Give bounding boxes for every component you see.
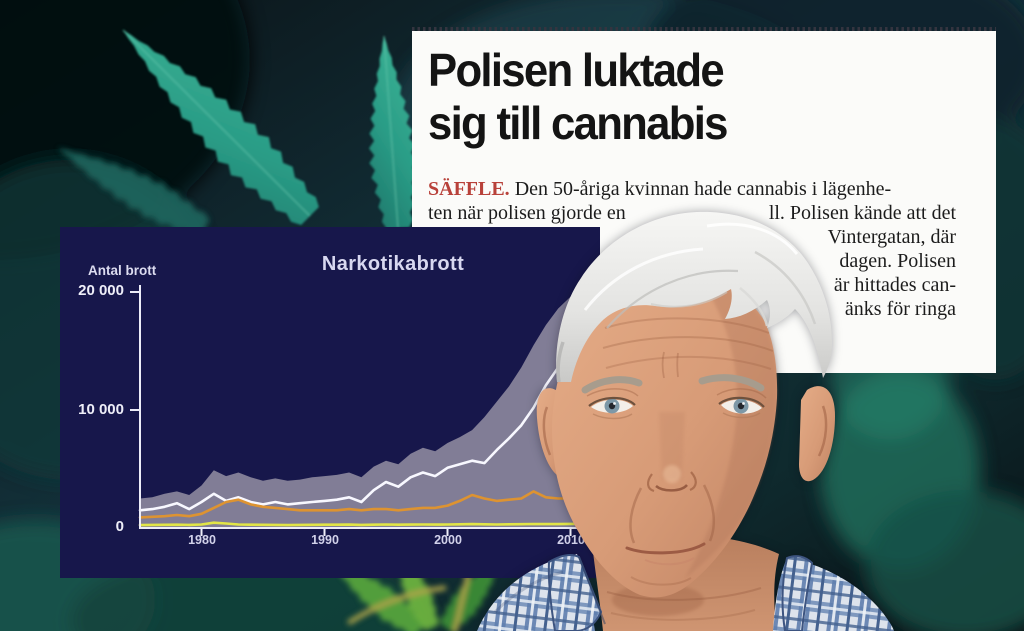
- leaflet: [369, 36, 418, 229]
- perforated-edge: [412, 27, 996, 32]
- article-line: Vintergatan, där: [428, 225, 956, 249]
- cannabis-leaf: [122, 29, 418, 229]
- checkered-shirt: [477, 553, 894, 631]
- article-text-left: Den 50-åriga kvinnan hade cannabis i läg…: [514, 178, 892, 200]
- y-tick-0: 0: [115, 518, 124, 535]
- article-line: dagen. Polisen: [428, 249, 956, 273]
- article-line: ten när polisen gjorde en ll. Polisen kän…: [428, 201, 956, 225]
- article-text-right: är hittades can-: [833, 274, 956, 296]
- headline-line-1: Polisen luktade: [428, 44, 725, 96]
- x-tick-2010: 2010: [557, 533, 585, 547]
- cannabis-leaf-blurred: [58, 148, 210, 237]
- article-text-right: ll. Polisen kände att det: [768, 202, 956, 224]
- article-line: SÄFFLE. Den 50-åriga kvinnan hade cannab…: [428, 177, 956, 201]
- chart-axes: [130, 285, 600, 536]
- chart-line-white: [138, 335, 597, 512]
- article-body: SÄFFLE. Den 50-åriga kvinnan hade cannab…: [428, 177, 956, 321]
- y-axis-label: Antal brott: [88, 263, 157, 278]
- article-text-right: Vintergatan, där: [827, 226, 956, 248]
- dateline: SÄFFLE.: [428, 178, 515, 200]
- headline-line-2: sig till cannabis: [428, 97, 728, 149]
- y-tick-10000: 10 000: [78, 401, 124, 418]
- chart-plot: [130, 284, 600, 536]
- y-tick-20000: 20 000: [78, 282, 124, 299]
- leaflet: [58, 148, 210, 237]
- chart-title: Narkotikabrott: [321, 253, 465, 275]
- article-line: är hittades can-: [428, 273, 956, 297]
- article-text-left: ten när polisen gjorde en: [428, 202, 626, 224]
- leaf-vein: [122, 29, 311, 217]
- x-tick-1980: 1980: [188, 533, 216, 547]
- x-tick-2000: 2000: [434, 533, 462, 547]
- article-line: änks för ringa: [428, 297, 956, 321]
- face: [552, 272, 778, 598]
- article-headline: Polisen luktade sig till cannabis: [428, 44, 728, 150]
- chart-area-total: [140, 284, 596, 528]
- chart-line-yellow: [138, 521, 597, 527]
- chart-line-orange: [138, 490, 597, 519]
- leaf-vein: [383, 35, 399, 229]
- article-text-right: dagen. Polisen: [839, 250, 956, 272]
- man-portrait-photo: [477, 211, 894, 631]
- narkotikabrott-chart-panel: Narkotikabrott Antal brott 20 000 10 000…: [60, 227, 600, 578]
- article-text-right: änks för ringa: [844, 298, 956, 320]
- white-hair: [556, 211, 832, 383]
- x-tick-1990: 1990: [311, 533, 339, 547]
